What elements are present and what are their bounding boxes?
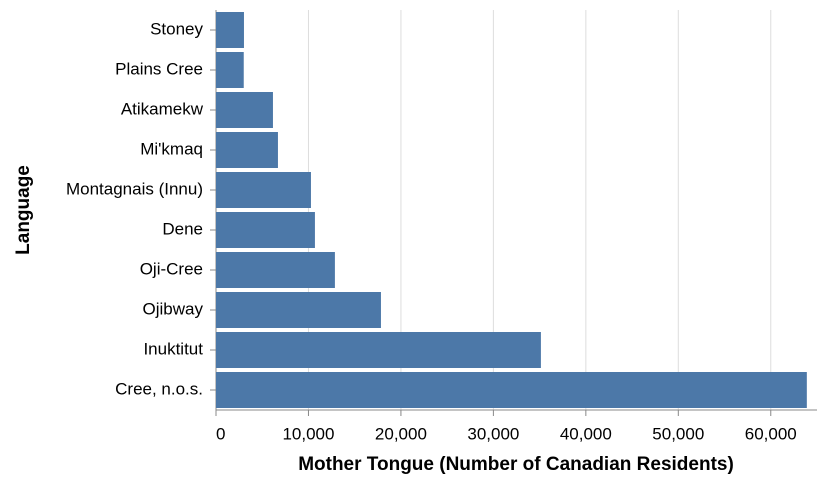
bar [216,52,244,88]
bar [216,92,273,128]
y-tick-label: Cree, n.o.s. [115,379,203,398]
x-tick-label: 0 [216,424,225,443]
bar [216,132,278,168]
x-axis-title: Mother Tongue (Number of Canadian Reside… [298,454,734,475]
x-tick-label: 40,000 [560,424,612,443]
x-tick-label: 60,000 [745,424,797,443]
x-tick-label: 10,000 [282,424,334,443]
y-tick-label: Dene [162,219,203,238]
bar [216,372,807,408]
bar [216,292,381,328]
y-tick-label: Montagnais (Innu) [66,179,203,198]
x-tick-label: 20,000 [375,424,427,443]
y-tick-label: Ojibway [143,299,204,318]
y-tick-label: Inuktitut [143,339,203,358]
bar [216,252,335,288]
bar [216,12,244,48]
y-tick-label: Mi'kmaq [140,139,203,158]
bar [216,332,541,368]
x-tick-label: 50,000 [652,424,704,443]
y-tick-label: Oji-Cree [140,259,203,278]
y-tick-label: Plains Cree [115,59,203,78]
bar [216,172,311,208]
y-axis-title: Language [13,165,34,255]
y-tick-label: Stoney [150,19,203,38]
bar [216,212,315,248]
y-tick-label: Atikamekw [121,99,204,118]
x-tick-label: 30,000 [467,424,519,443]
